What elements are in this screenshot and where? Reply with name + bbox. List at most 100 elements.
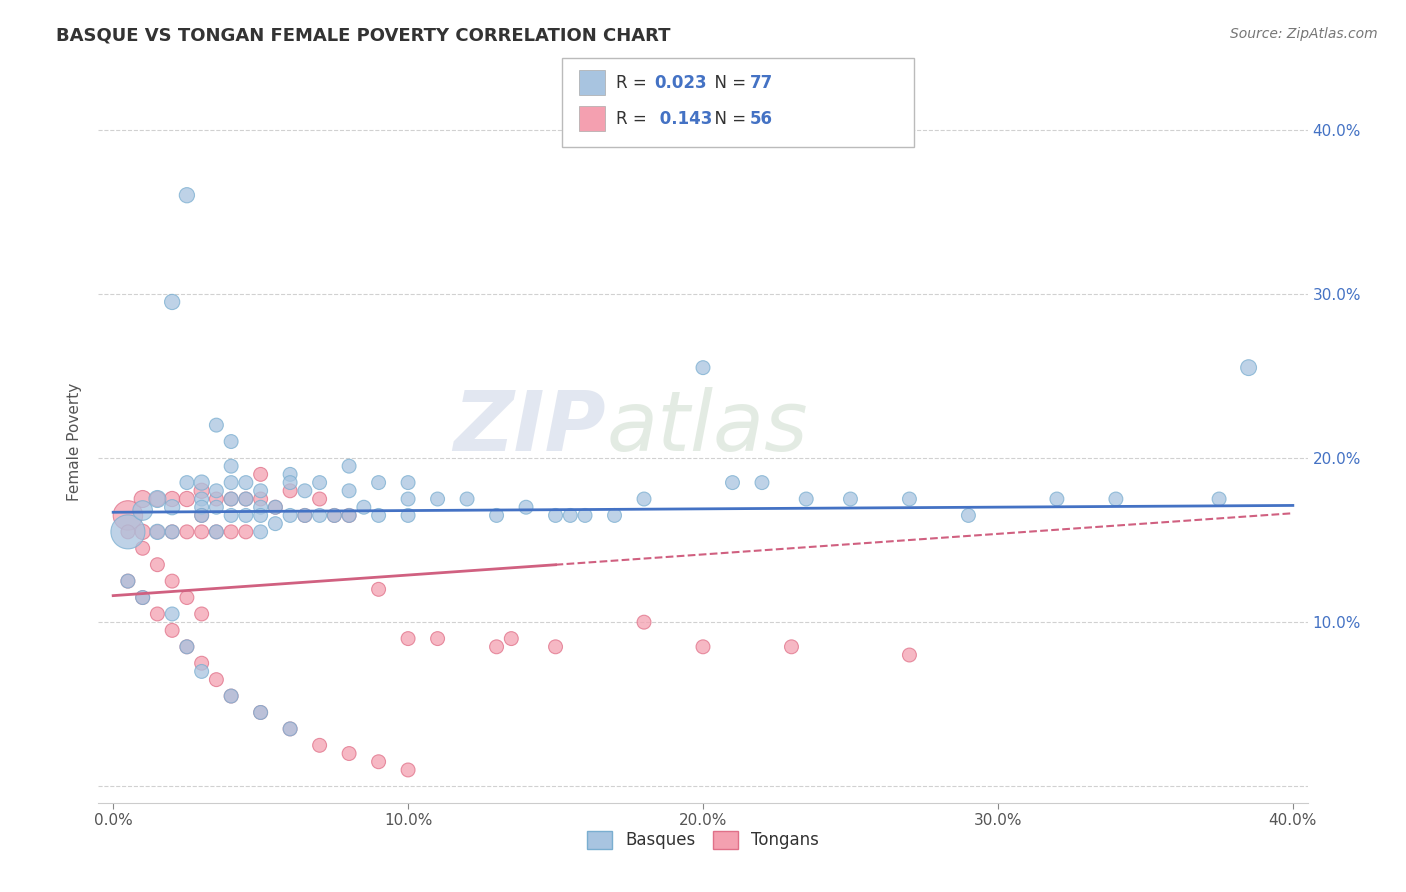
Point (485, 640, 508, 654)
Point (721, 475, 744, 490)
Point (898, 648, 921, 662)
Point (560, 508, 582, 523)
Point (603, 508, 626, 523)
Point (205, 673, 228, 687)
Point (190, 475, 212, 490)
Point (337, 508, 360, 523)
Point (278, 508, 301, 523)
Point (176, 640, 198, 654)
Point (190, 657, 212, 671)
Point (160, 524, 183, 539)
Point (396, 491, 419, 506)
Point (515, 500, 537, 515)
Point (146, 524, 169, 539)
Point (839, 491, 862, 506)
Point (190, 508, 212, 523)
Point (160, 607, 183, 621)
Point (456, 491, 478, 506)
Point (205, 483, 228, 498)
Point (219, 508, 242, 523)
Point (219, 524, 242, 539)
Point (337, 483, 360, 498)
Point (176, 475, 198, 490)
Point (501, 632, 523, 646)
Point (294, 483, 316, 498)
Point (131, 591, 153, 605)
Point (367, 508, 389, 523)
Point (131, 491, 153, 506)
Point (117, 574, 139, 588)
Point (1237, 360, 1260, 375)
Point (205, 500, 228, 515)
Point (337, 747, 360, 761)
Point (131, 541, 153, 556)
Point (633, 615, 655, 630)
Point (131, 524, 153, 539)
Point (308, 508, 330, 523)
Point (219, 434, 242, 449)
Point (249, 483, 271, 498)
Point (117, 524, 139, 539)
Point (574, 508, 596, 523)
Point (249, 500, 271, 515)
Point (294, 508, 316, 523)
Point (190, 524, 212, 539)
Point (190, 491, 212, 506)
Point (131, 503, 153, 517)
Point (544, 640, 567, 654)
Point (249, 524, 271, 539)
Point (396, 763, 419, 777)
Point (131, 591, 153, 605)
Point (278, 722, 301, 736)
Point (176, 524, 198, 539)
Point (235, 475, 257, 490)
Point (219, 491, 242, 506)
Point (249, 491, 271, 506)
Point (396, 475, 419, 490)
Point (190, 665, 212, 679)
Point (205, 491, 228, 506)
Text: N =: N = (704, 74, 752, 92)
Point (485, 508, 508, 523)
Text: 77: 77 (749, 74, 773, 92)
Point (235, 524, 257, 539)
Point (219, 689, 242, 703)
Point (337, 508, 360, 523)
Point (294, 508, 316, 523)
Point (1046, 491, 1069, 506)
Point (160, 524, 183, 539)
Point (323, 508, 346, 523)
Point (367, 582, 389, 597)
Point (117, 508, 139, 523)
Point (957, 508, 980, 523)
Point (219, 491, 242, 506)
Point (176, 591, 198, 605)
Text: Source: ZipAtlas.com: Source: ZipAtlas.com (1230, 27, 1378, 41)
Point (176, 640, 198, 654)
Text: 0.023: 0.023 (654, 74, 706, 92)
Point (308, 739, 330, 753)
Text: N =: N = (704, 110, 752, 128)
Point (176, 188, 198, 202)
Point (160, 624, 183, 638)
Point (633, 491, 655, 506)
Point (264, 516, 287, 531)
Point (794, 491, 817, 506)
Point (160, 500, 183, 515)
Point (323, 508, 346, 523)
Point (308, 491, 330, 506)
Point (898, 491, 921, 506)
Text: R =: R = (616, 74, 652, 92)
Point (367, 755, 389, 769)
Point (544, 508, 567, 523)
Point (235, 508, 257, 523)
Point (190, 500, 212, 515)
Point (249, 508, 271, 523)
Point (278, 722, 301, 736)
Point (235, 491, 257, 506)
Point (353, 500, 375, 515)
Point (278, 475, 301, 490)
Point (146, 491, 169, 506)
Y-axis label: Female Poverty: Female Poverty (67, 383, 83, 500)
Point (692, 640, 714, 654)
